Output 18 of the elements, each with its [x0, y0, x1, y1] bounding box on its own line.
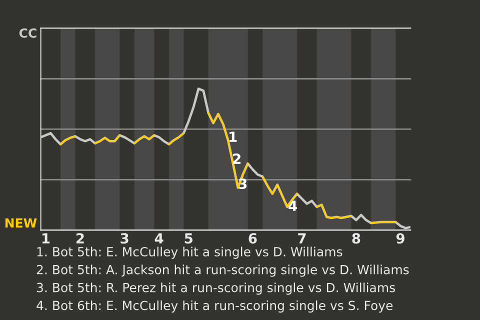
x-tick-label: 5: [184, 233, 192, 244]
text: 1. Bot 5th: E. McCulley hit a single vs D. Williams: [37, 246, 342, 259]
x-tick-label: 7: [298, 233, 306, 244]
x-tick-label: 1: [42, 233, 50, 244]
x-tick-label: 6: [248, 233, 257, 244]
x-tick-label: 2: [76, 233, 84, 244]
x-tick-label: 3: [120, 233, 128, 244]
text: 2. Bot 5th: A. Jackson hit a run-scoring single vs D. Williams: [36, 264, 409, 277]
annotation: 2: [233, 154, 240, 164]
annotation: 4: [288, 200, 298, 211]
text: 3. Bot 5th: R. Perez hit a run-scoring single vs D. Williams: [36, 282, 396, 295]
ref-line-label: CC: [19, 28, 36, 38]
ref-line-label: NEW: [5, 218, 37, 228]
text: 4. Bot 6th: E. McCulley hit a run-scoring single vs S. Foye: [36, 300, 393, 313]
x-tick-label: 8: [352, 233, 360, 244]
x-tick-label: 9: [396, 233, 404, 244]
annotation: 1: [230, 132, 237, 142]
x-tick-label: 4: [154, 233, 164, 244]
